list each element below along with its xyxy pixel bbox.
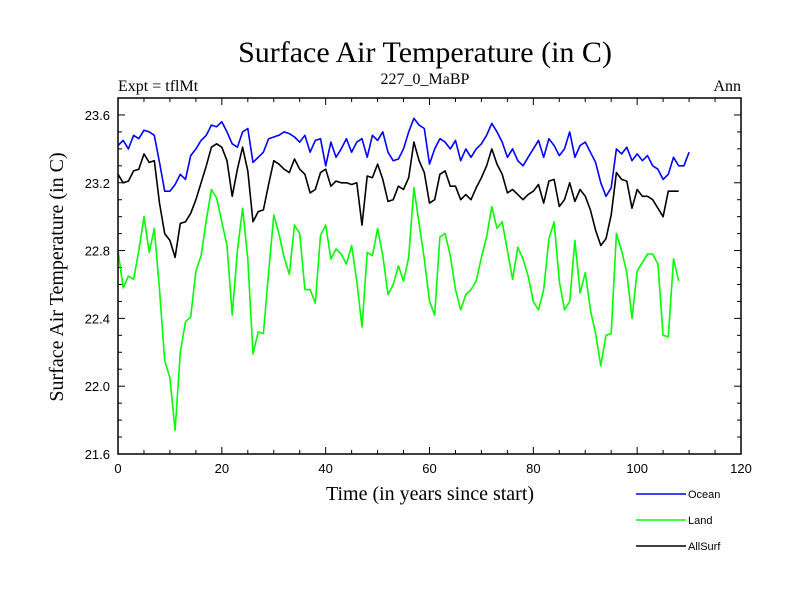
plot-series [117,117,690,432]
x-tick-label: 40 [318,461,332,476]
y-axis-label: Surface Air Temperature (in C) [46,152,68,401]
averaging-label: Ann [713,78,741,95]
legend-label-allsurf: AllSurf [688,541,721,553]
x-tick-label: 60 [422,461,436,476]
y-tick-label: 21.6 [85,447,110,462]
legend-label-ocean: Ocean [688,489,720,501]
plot-frame [117,97,742,455]
experiment-period-label: 227_0_MaBP [381,71,470,88]
chart-title: Surface Air Temperature (in C) [238,36,612,69]
y-tick-label: 22.8 [85,244,110,259]
tick-labels: 0 20 40 60 80 100 120 21.6 22.0 22.4 22.8 23.2 23.6 [85,108,752,476]
legend-label-land: Land [688,515,712,527]
series-line-allsurf [117,141,679,259]
x-axis-label: Time (in years since start) [326,483,534,505]
axis-ticks [117,98,742,455]
x-tick-label: 20 [215,461,229,476]
legend: Ocean Land AllSurf [636,489,721,553]
series-line-ocean [117,117,690,198]
y-tick-label: 22.0 [85,379,110,394]
y-tick-label: 22.4 [85,311,110,326]
y-tick-label: 23.2 [85,176,110,191]
x-tick-label: 0 [114,461,121,476]
y-tick-label: 23.6 [85,108,110,123]
x-tick-label: 80 [526,461,540,476]
x-tick-label: 120 [730,461,752,476]
x-tick-label: 100 [626,461,648,476]
experiment-label: Expt = tflMt [118,78,199,95]
series-line-land [117,187,680,432]
